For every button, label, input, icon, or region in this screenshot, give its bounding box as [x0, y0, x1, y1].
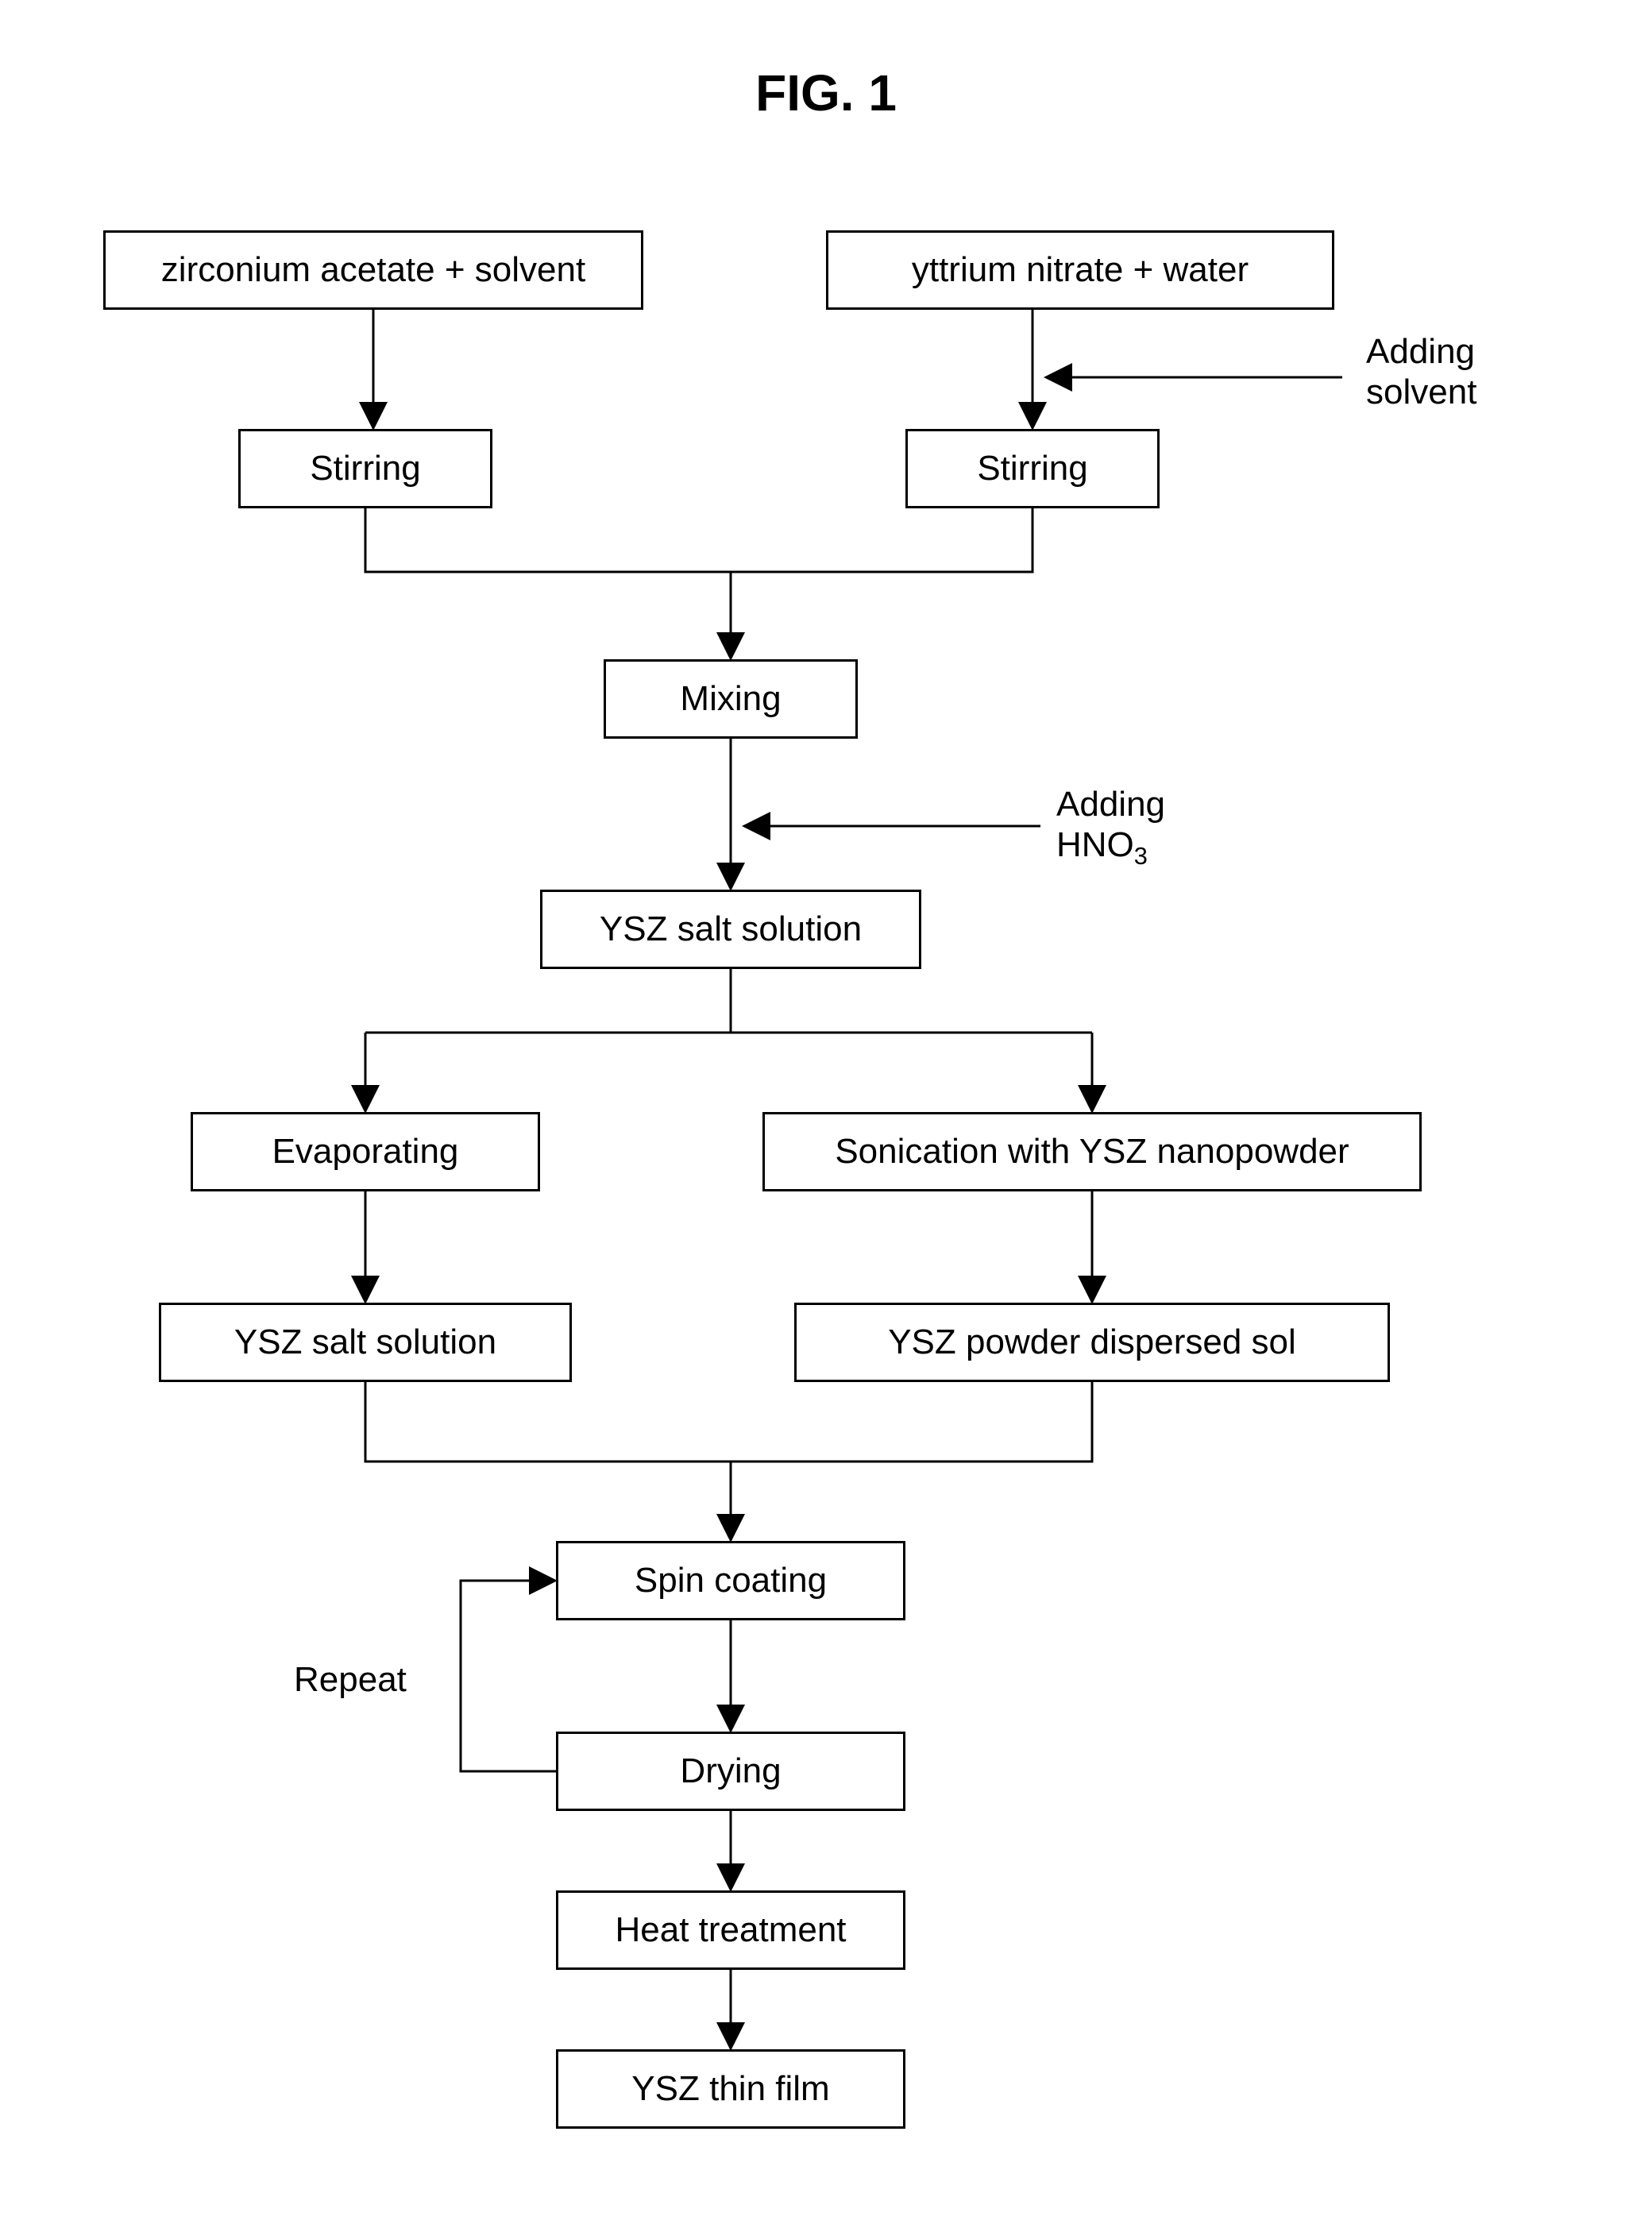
annotation-line: Repeat	[294, 1660, 407, 1699]
node-label: Stirring	[310, 449, 420, 488]
node-label: YSZ powder dispersed sol	[888, 1323, 1296, 1362]
node-label: Stirring	[977, 449, 1087, 488]
edge-n9-merge	[365, 1382, 731, 1462]
node-ysz-thin-film: YSZ thin film	[556, 2049, 905, 2129]
node-yttrium-nitrate: yttrium nitrate + water	[826, 230, 1334, 310]
node-spin-coating: Spin coating	[556, 1541, 905, 1620]
node-stirring-left: Stirring	[238, 429, 492, 508]
node-label: yttrium nitrate + water	[912, 250, 1249, 290]
node-label: YSZ salt solution	[234, 1323, 496, 1362]
annotation-line: Adding	[1056, 785, 1165, 824]
node-drying: Drying	[556, 1732, 905, 1811]
node-label: Mixing	[680, 679, 781, 719]
node-label: Sonication with YSZ nanopowder	[835, 1132, 1349, 1172]
node-mixing: Mixing	[604, 659, 858, 739]
annotation-line: Adding	[1366, 332, 1475, 371]
node-label: Spin coating	[635, 1561, 827, 1601]
node-label: YSZ thin film	[631, 2069, 829, 2109]
node-ysz-salt-solution-1: YSZ salt solution	[540, 890, 921, 969]
node-sonication: Sonication with YSZ nanopowder	[762, 1112, 1422, 1191]
node-zirconium-acetate: zirconium acetate + solvent	[103, 230, 643, 310]
annotation-repeat: Repeat	[294, 1660, 407, 1700]
node-label: zirconium acetate + solvent	[161, 250, 585, 290]
node-ysz-powder-dispersed: YSZ powder dispersed sol	[794, 1303, 1390, 1382]
annotation-adding-solvent: Adding solvent	[1366, 332, 1476, 412]
node-label: Drying	[680, 1751, 781, 1791]
edge-n3-merge	[365, 508, 731, 572]
node-ysz-salt-solution-2: YSZ salt solution	[159, 1303, 572, 1382]
node-label: Evaporating	[272, 1132, 459, 1172]
annotation-line: HNO	[1056, 825, 1134, 864]
edge-n4-merge	[731, 508, 1032, 572]
annotation-subscript: 3	[1134, 841, 1148, 869]
edge-n10-merge	[731, 1382, 1092, 1462]
node-label: Heat treatment	[615, 1910, 846, 1950]
node-label: YSZ salt solution	[600, 909, 862, 949]
node-heat-treatment: Heat treatment	[556, 1890, 905, 1970]
node-stirring-right: Stirring	[905, 429, 1160, 508]
figure-title: FIG. 1	[755, 64, 897, 122]
annotation-line: solvent	[1366, 373, 1476, 411]
node-evaporating: Evaporating	[191, 1112, 540, 1191]
edge-repeat-loop	[461, 1581, 556, 1771]
annotation-adding-hno3: Adding HNO3	[1056, 785, 1165, 870]
